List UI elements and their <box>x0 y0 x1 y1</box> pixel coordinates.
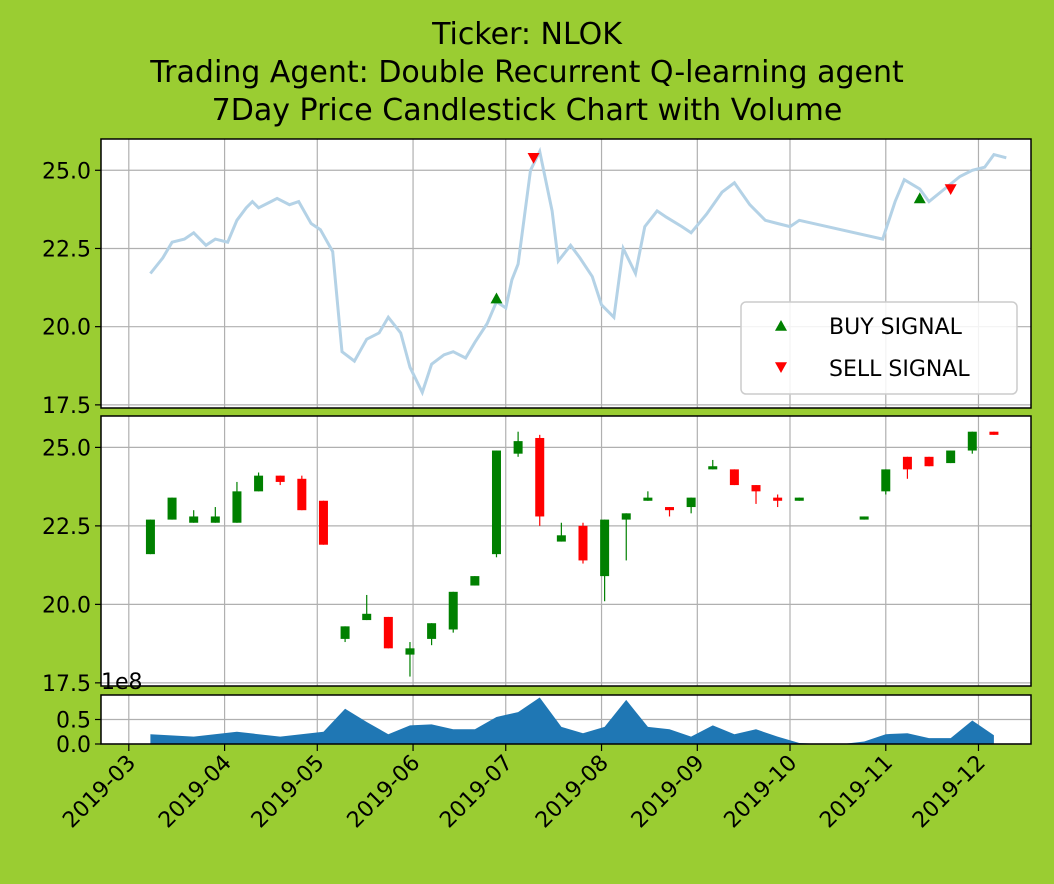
candle-up <box>167 497 177 520</box>
legend-buy-marker <box>775 320 787 331</box>
price-y-tick-label: 20.0 <box>42 316 91 341</box>
volume-y-tick-label: 0.5 <box>56 709 91 734</box>
candle-up <box>621 513 631 520</box>
x-tick-label: 2019-04 <box>154 751 237 834</box>
price-y-tick-label: 22.5 <box>42 237 91 262</box>
x-tick-label: 2019-05 <box>247 751 330 834</box>
candle-up <box>448 591 458 630</box>
candle-up <box>340 626 350 639</box>
candle-up <box>189 516 199 523</box>
candle-up <box>859 516 869 520</box>
x-tick-label: 2019-03 <box>58 751 141 834</box>
buy-signal-marker <box>490 292 503 304</box>
candle-down <box>275 475 285 482</box>
sell-signal-marker <box>944 184 957 196</box>
candles-y-tick-label: 25.0 <box>42 436 91 461</box>
price-y-tick-label: 25.0 <box>42 159 91 184</box>
candle-down <box>902 456 912 470</box>
candle-up <box>881 469 891 492</box>
candle-up <box>794 497 804 501</box>
legend-sell-label: SELL SIGNAL <box>829 357 970 382</box>
x-tick-label: 2019-08 <box>531 751 614 834</box>
candle-up <box>491 450 501 555</box>
candle-down <box>924 456 934 467</box>
candle-down <box>665 507 675 511</box>
panel-price-frame <box>100 138 1032 409</box>
candle-up <box>967 431 977 451</box>
candle-up <box>232 491 242 523</box>
candle-down <box>318 500 328 545</box>
candle-down <box>773 497 783 501</box>
candles-y-tick-label: 20.0 <box>42 593 91 618</box>
candle-up <box>686 497 696 508</box>
candle-up <box>427 623 437 639</box>
x-tick-label: 2019-12 <box>908 751 991 834</box>
price-line <box>149 146 1007 397</box>
volume-offset-label: 1e8 <box>101 670 143 695</box>
legend-sell-marker <box>775 362 787 373</box>
candle-up <box>600 519 610 577</box>
x-tick-label: 2019-07 <box>435 751 518 834</box>
candle-down <box>297 478 307 511</box>
candle-up <box>556 535 566 542</box>
candle-up <box>643 497 653 501</box>
legend-buy-label: BUY SIGNAL <box>829 315 963 340</box>
legend-box <box>740 301 1018 395</box>
candle-down <box>751 485 761 492</box>
chart-title-agent: Trading Agent: Double Recurrent Q-learni… <box>150 55 904 90</box>
price-y-tick-label: 17.5 <box>42 394 91 419</box>
x-tick-label: 2019-10 <box>720 751 803 834</box>
volume-area <box>150 697 994 744</box>
candle-up <box>254 475 264 492</box>
volume-y-tick-label: 0.0 <box>56 733 91 758</box>
panel-candles-frame <box>100 415 1032 687</box>
candle-up <box>513 441 523 454</box>
candle-down <box>989 431 999 435</box>
candle-down <box>729 469 739 486</box>
x-tick-label: 2019-11 <box>815 751 898 834</box>
candle-up <box>405 648 415 655</box>
candle-up <box>145 519 155 555</box>
candles-y-tick-label: 22.5 <box>42 515 91 540</box>
candle-down <box>578 525 588 561</box>
panel-volume-frame <box>100 694 1032 745</box>
chart-title-ticker: Ticker: NLOK <box>432 17 622 52</box>
candle-up <box>210 516 220 523</box>
panel-candles-background <box>101 416 1031 686</box>
candle-down <box>535 437 545 517</box>
x-tick-label: 2019-06 <box>343 751 426 834</box>
chart-title-subtitle: 7Day Price Candlestick Chart with Volume <box>211 93 843 128</box>
sell-signal-marker <box>527 152 540 164</box>
candle-up <box>362 613 372 621</box>
buy-signal-marker <box>913 192 926 204</box>
x-tick-label: 2019-09 <box>627 751 710 834</box>
candles-y-tick-label: 17.5 <box>42 672 91 697</box>
candle-up <box>946 450 956 464</box>
candle-up <box>708 466 718 470</box>
candle-down <box>383 616 393 649</box>
candle-up <box>470 576 480 586</box>
